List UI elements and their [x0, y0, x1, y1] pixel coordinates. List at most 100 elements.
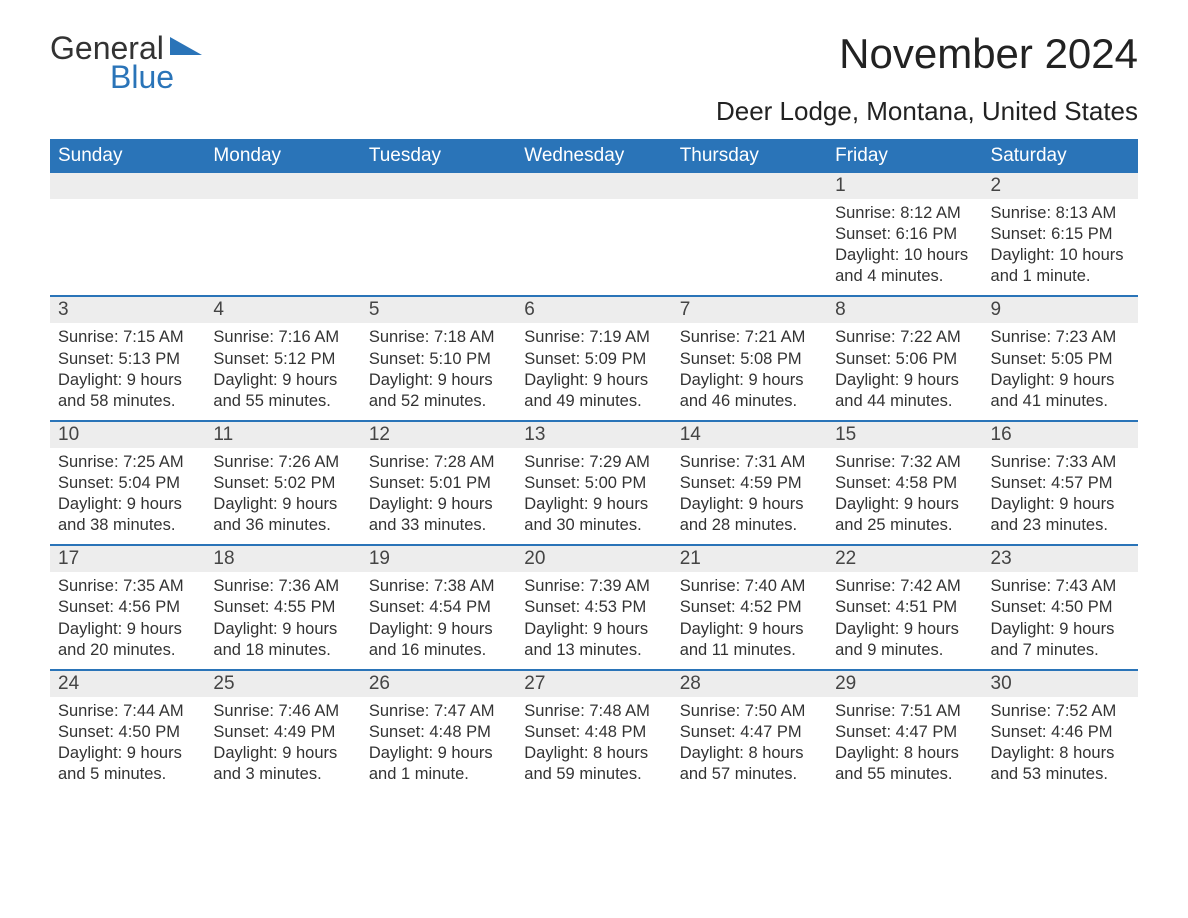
day-cell: 9Sunrise: 7:23 AMSunset: 5:05 PMDaylight…: [983, 297, 1138, 419]
day-cell: 14Sunrise: 7:31 AMSunset: 4:59 PMDayligh…: [672, 422, 827, 544]
sunset-line: Sunset: 6:15 PM: [991, 224, 1130, 245]
day-cell: [516, 173, 671, 295]
day-cell: 29Sunrise: 7:51 AMSunset: 4:47 PMDayligh…: [827, 671, 982, 793]
daylight-line: Daylight: 8 hours and 55 minutes.: [835, 743, 974, 785]
day-cell: 27Sunrise: 7:48 AMSunset: 4:48 PMDayligh…: [516, 671, 671, 793]
day-cell: 28Sunrise: 7:50 AMSunset: 4:47 PMDayligh…: [672, 671, 827, 793]
sunset-line: Sunset: 5:02 PM: [213, 473, 352, 494]
day-cell: 22Sunrise: 7:42 AMSunset: 4:51 PMDayligh…: [827, 546, 982, 668]
day-number: 28: [672, 671, 827, 697]
day-body: Sunrise: 7:48 AMSunset: 4:48 PMDaylight:…: [516, 697, 671, 793]
day-body: Sunrise: 7:40 AMSunset: 4:52 PMDaylight:…: [672, 572, 827, 668]
day-body: Sunrise: 7:28 AMSunset: 5:01 PMDaylight:…: [361, 448, 516, 544]
daylight-line: Daylight: 9 hours and 13 minutes.: [524, 619, 663, 661]
sunset-line: Sunset: 4:48 PM: [369, 722, 508, 743]
day-cell: 4Sunrise: 7:16 AMSunset: 5:12 PMDaylight…: [205, 297, 360, 419]
week-row: 24Sunrise: 7:44 AMSunset: 4:50 PMDayligh…: [50, 669, 1138, 793]
sunset-line: Sunset: 4:56 PM: [58, 597, 197, 618]
daylight-line: Daylight: 8 hours and 57 minutes.: [680, 743, 819, 785]
day-cell: 10Sunrise: 7:25 AMSunset: 5:04 PMDayligh…: [50, 422, 205, 544]
day-number: 19: [361, 546, 516, 572]
day-number: 24: [50, 671, 205, 697]
daylight-line: Daylight: 9 hours and 30 minutes.: [524, 494, 663, 536]
sunset-line: Sunset: 4:53 PM: [524, 597, 663, 618]
sunrise-line: Sunrise: 7:21 AM: [680, 327, 819, 348]
day-header-cell: Sunday: [50, 139, 205, 173]
day-cell: [672, 173, 827, 295]
day-body: Sunrise: 7:15 AMSunset: 5:13 PMDaylight:…: [50, 323, 205, 419]
day-cell: 25Sunrise: 7:46 AMSunset: 4:49 PMDayligh…: [205, 671, 360, 793]
sunset-line: Sunset: 5:01 PM: [369, 473, 508, 494]
sunrise-line: Sunrise: 7:52 AM: [991, 701, 1130, 722]
day-number: 21: [672, 546, 827, 572]
day-body: Sunrise: 7:18 AMSunset: 5:10 PMDaylight:…: [361, 323, 516, 419]
sunrise-line: Sunrise: 7:18 AM: [369, 327, 508, 348]
day-cell: 12Sunrise: 7:28 AMSunset: 5:01 PMDayligh…: [361, 422, 516, 544]
day-header-row: SundayMondayTuesdayWednesdayThursdayFrid…: [50, 139, 1138, 173]
day-body: [50, 199, 205, 211]
day-cell: [50, 173, 205, 295]
day-number: 10: [50, 422, 205, 448]
day-body: [516, 199, 671, 211]
daylight-line: Daylight: 9 hours and 11 minutes.: [680, 619, 819, 661]
day-header-cell: Monday: [205, 139, 360, 173]
day-body: Sunrise: 7:51 AMSunset: 4:47 PMDaylight:…: [827, 697, 982, 793]
day-body: Sunrise: 7:50 AMSunset: 4:47 PMDaylight:…: [672, 697, 827, 793]
day-cell: 11Sunrise: 7:26 AMSunset: 5:02 PMDayligh…: [205, 422, 360, 544]
sunset-line: Sunset: 4:47 PM: [680, 722, 819, 743]
day-body: Sunrise: 7:47 AMSunset: 4:48 PMDaylight:…: [361, 697, 516, 793]
day-body: Sunrise: 7:35 AMSunset: 4:56 PMDaylight:…: [50, 572, 205, 668]
day-cell: 21Sunrise: 7:40 AMSunset: 4:52 PMDayligh…: [672, 546, 827, 668]
sunrise-line: Sunrise: 7:26 AM: [213, 452, 352, 473]
day-cell: 24Sunrise: 7:44 AMSunset: 4:50 PMDayligh…: [50, 671, 205, 793]
day-number: 5: [361, 297, 516, 323]
sunset-line: Sunset: 4:57 PM: [991, 473, 1130, 494]
sunrise-line: Sunrise: 8:12 AM: [835, 203, 974, 224]
sunset-line: Sunset: 5:04 PM: [58, 473, 197, 494]
sunset-line: Sunset: 4:49 PM: [213, 722, 352, 743]
day-cell: 20Sunrise: 7:39 AMSunset: 4:53 PMDayligh…: [516, 546, 671, 668]
page-title: November 2024: [716, 30, 1138, 78]
day-number: 11: [205, 422, 360, 448]
day-cell: 16Sunrise: 7:33 AMSunset: 4:57 PMDayligh…: [983, 422, 1138, 544]
day-number: 17: [50, 546, 205, 572]
daylight-line: Daylight: 9 hours and 58 minutes.: [58, 370, 197, 412]
sunrise-line: Sunrise: 7:50 AM: [680, 701, 819, 722]
logo-block: General Blue: [50, 30, 202, 96]
sunrise-line: Sunrise: 7:39 AM: [524, 576, 663, 597]
sunrise-line: Sunrise: 7:48 AM: [524, 701, 663, 722]
day-header-cell: Saturday: [983, 139, 1138, 173]
day-body: Sunrise: 8:12 AMSunset: 6:16 PMDaylight:…: [827, 199, 982, 295]
sunset-line: Sunset: 5:10 PM: [369, 349, 508, 370]
day-body: Sunrise: 7:19 AMSunset: 5:09 PMDaylight:…: [516, 323, 671, 419]
sunrise-line: Sunrise: 7:36 AM: [213, 576, 352, 597]
day-body: Sunrise: 7:25 AMSunset: 5:04 PMDaylight:…: [50, 448, 205, 544]
day-body: Sunrise: 7:26 AMSunset: 5:02 PMDaylight:…: [205, 448, 360, 544]
day-number: [672, 173, 827, 199]
day-cell: 5Sunrise: 7:18 AMSunset: 5:10 PMDaylight…: [361, 297, 516, 419]
day-body: Sunrise: 7:22 AMSunset: 5:06 PMDaylight:…: [827, 323, 982, 419]
daylight-line: Daylight: 8 hours and 59 minutes.: [524, 743, 663, 785]
sunset-line: Sunset: 6:16 PM: [835, 224, 974, 245]
week-row: 3Sunrise: 7:15 AMSunset: 5:13 PMDaylight…: [50, 295, 1138, 419]
daylight-line: Daylight: 10 hours and 4 minutes.: [835, 245, 974, 287]
sunrise-line: Sunrise: 7:29 AM: [524, 452, 663, 473]
day-number: 22: [827, 546, 982, 572]
daylight-line: Daylight: 9 hours and 49 minutes.: [524, 370, 663, 412]
week-row: 17Sunrise: 7:35 AMSunset: 4:56 PMDayligh…: [50, 544, 1138, 668]
sunset-line: Sunset: 4:58 PM: [835, 473, 974, 494]
day-cell: 17Sunrise: 7:35 AMSunset: 4:56 PMDayligh…: [50, 546, 205, 668]
sunrise-line: Sunrise: 7:15 AM: [58, 327, 197, 348]
sunrise-line: Sunrise: 7:22 AM: [835, 327, 974, 348]
sunset-line: Sunset: 4:51 PM: [835, 597, 974, 618]
day-body: Sunrise: 7:33 AMSunset: 4:57 PMDaylight:…: [983, 448, 1138, 544]
daylight-line: Daylight: 9 hours and 28 minutes.: [680, 494, 819, 536]
daylight-line: Daylight: 9 hours and 16 minutes.: [369, 619, 508, 661]
day-header-cell: Tuesday: [361, 139, 516, 173]
day-cell: 1Sunrise: 8:12 AMSunset: 6:16 PMDaylight…: [827, 173, 982, 295]
day-body: Sunrise: 7:21 AMSunset: 5:08 PMDaylight:…: [672, 323, 827, 419]
day-number: 2: [983, 173, 1138, 199]
week-row: 1Sunrise: 8:12 AMSunset: 6:16 PMDaylight…: [50, 173, 1138, 295]
day-body: Sunrise: 7:36 AMSunset: 4:55 PMDaylight:…: [205, 572, 360, 668]
sunrise-line: Sunrise: 7:25 AM: [58, 452, 197, 473]
